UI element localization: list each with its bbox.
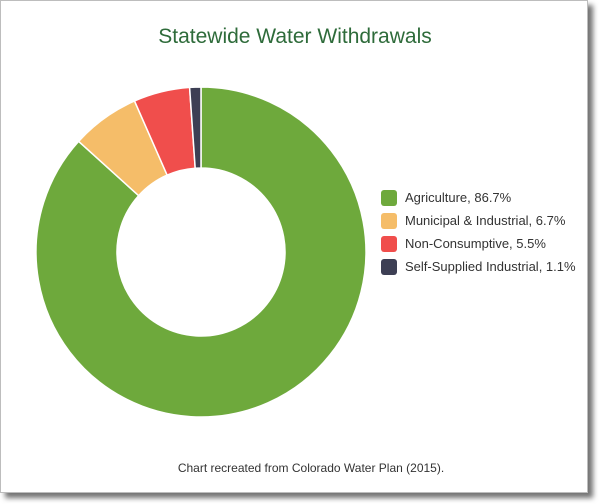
- donut-slice-self-supplied-industrial[interactable]: [188, 86, 202, 170]
- legend-item-municipal-industrial[interactable]: Municipal & Industrial, 6.7%: [379, 212, 579, 229]
- legend-item-non-consumptive[interactable]: Non-Consumptive, 5.5%: [379, 235, 579, 252]
- source-caption: Chart recreated from Colorado Water Plan…: [177, 461, 445, 475]
- legend-swatch-agriculture: [381, 190, 397, 206]
- legend-swatch-self-supplied-industrial: [381, 259, 397, 275]
- legend-label-self-supplied-industrial: Self-Supplied Industrial, 1.1%: [405, 259, 576, 274]
- legend-label-non-consumptive: Non-Consumptive, 5.5%: [405, 236, 546, 251]
- legend-item-agriculture[interactable]: Agriculture, 86.7%: [379, 189, 579, 206]
- donut-slices: [35, 86, 367, 418]
- legend-swatch-non-consumptive: [381, 236, 397, 252]
- chart-frame: Statewide Water Withdrawals Agriculture,…: [0, 0, 588, 493]
- legend-label-municipal-industrial: Municipal & Industrial, 6.7%: [405, 213, 566, 228]
- legend-item-self-supplied-industrial[interactable]: Self-Supplied Industrial, 1.1%: [379, 258, 579, 275]
- donut-chart: [35, 86, 367, 418]
- chart-title: Statewide Water Withdrawals: [158, 25, 432, 48]
- legend: Agriculture, 86.7% Municipal & Industria…: [379, 189, 579, 281]
- legend-label-agriculture: Agriculture, 86.7%: [405, 190, 512, 205]
- legend-swatch-municipal-industrial: [381, 213, 397, 229]
- donut-slice-agriculture[interactable]: [35, 86, 367, 418]
